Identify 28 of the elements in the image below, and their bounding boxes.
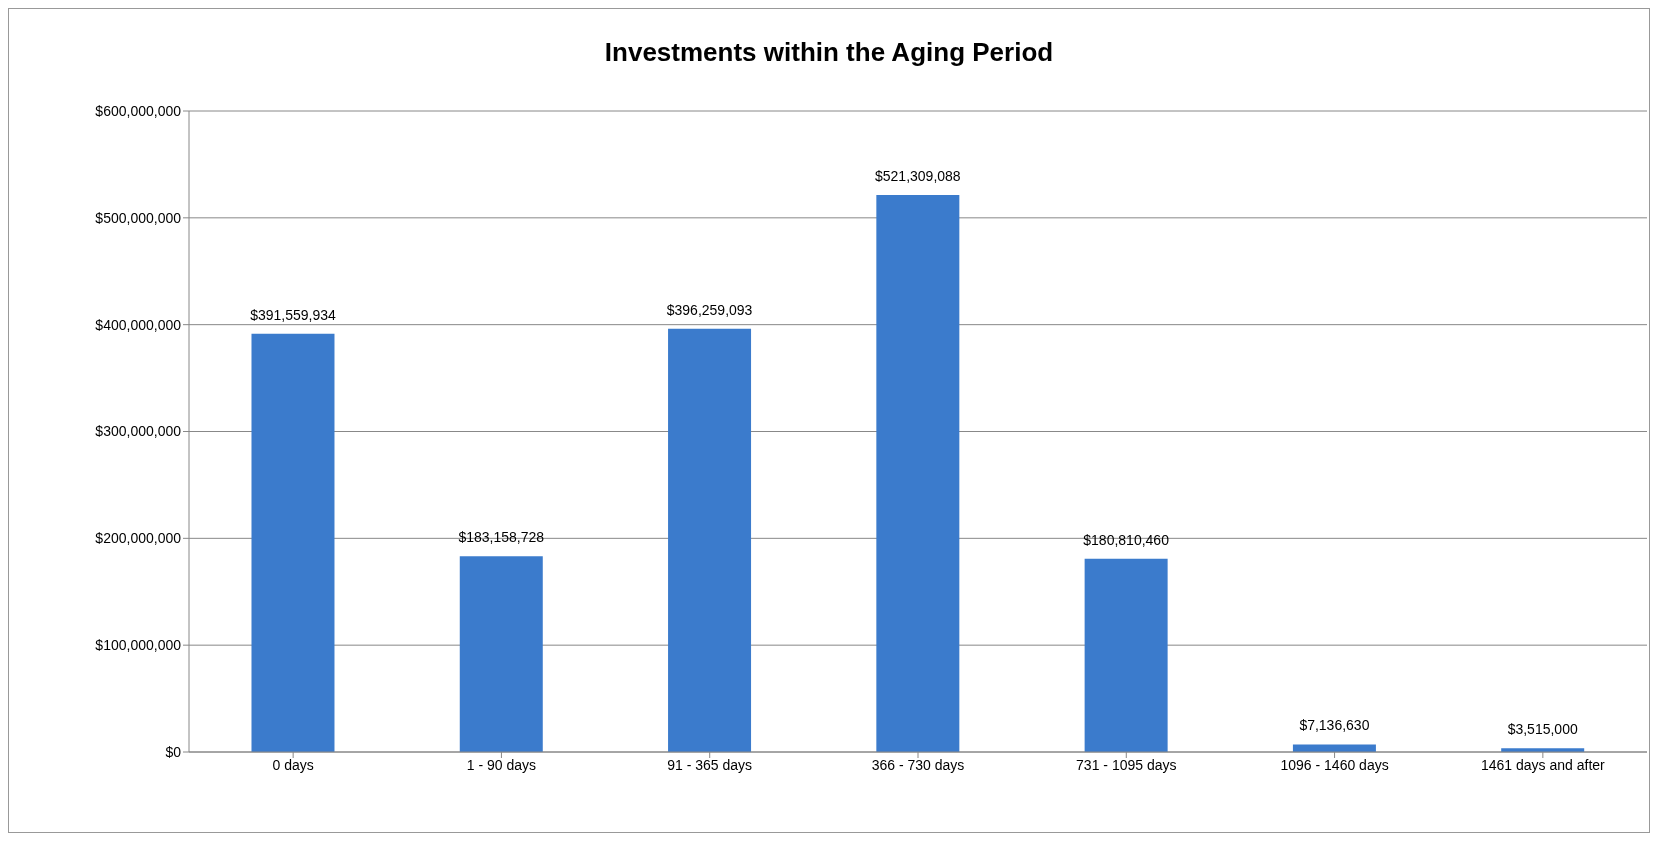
bar [1084,558,1168,752]
chart-title: Investments within the Aging Period [603,37,1055,68]
bar [251,333,335,752]
y-tick-label: $0 [165,743,182,760]
x-tick-label: 1 - 90 days [466,756,537,773]
data-label: $183,158,728 [458,529,545,546]
bar [668,328,752,752]
data-label: $396,259,093 [666,301,753,318]
x-tick-label: 1461 days and after [1480,756,1606,773]
data-label: $3,515,000 [1507,721,1578,738]
y-tick-label: $600,000,000 [95,102,182,119]
data-label: $391,559,934 [250,306,337,323]
y-tick-label: $100,000,000 [95,637,182,654]
y-tick-label: $200,000,000 [95,530,182,547]
bar [1292,744,1376,752]
data-label: $7,136,630 [1299,717,1370,734]
x-tick-label: 731 - 1095 days [1076,756,1177,773]
x-tick-label: 1096 - 1460 days [1280,756,1389,773]
y-tick-label: $400,000,000 [95,316,182,333]
bar [459,556,543,752]
bar [876,195,960,752]
x-tick-label: 91 - 365 days [667,756,753,773]
x-tick-label: 0 days [272,756,314,773]
data-label: $521,309,088 [875,168,961,185]
y-tick-label: $500,000,000 [95,209,182,226]
y-tick-label: $300,000,000 [95,423,182,440]
data-label: $180,810,460 [1083,531,1170,548]
x-tick-label: 366 - 730 days [871,756,965,773]
